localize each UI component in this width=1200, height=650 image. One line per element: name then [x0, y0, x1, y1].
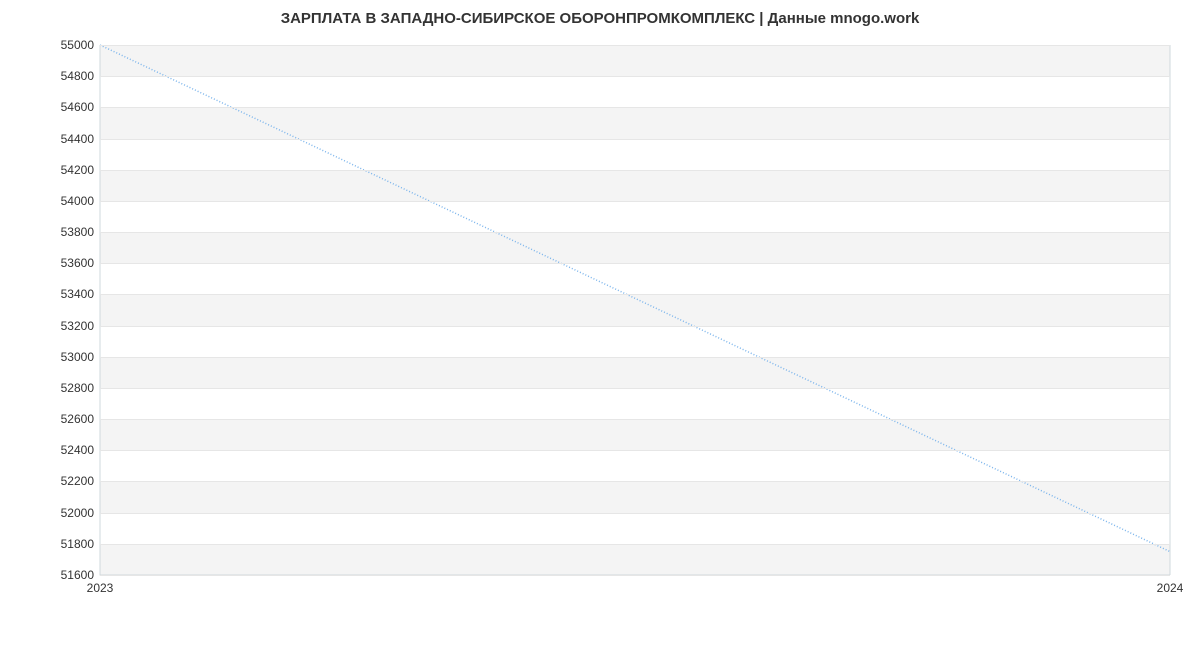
y-tick-label: 52000: [61, 506, 100, 520]
y-gridline: [100, 450, 1170, 451]
y-gridline: [100, 170, 1170, 171]
y-tick-label: 54000: [61, 194, 100, 208]
y-gridline: [100, 107, 1170, 108]
y-gridline: [100, 201, 1170, 202]
plot-area: 5160051800520005220052400526005280053000…: [100, 45, 1170, 575]
y-tick-label: 53200: [61, 319, 100, 333]
y-gridline: [100, 419, 1170, 420]
y-tick-label: 52400: [61, 443, 100, 457]
y-gridline: [100, 263, 1170, 264]
y-gridline: [100, 575, 1170, 576]
y-gridline: [100, 232, 1170, 233]
y-tick-label: 54400: [61, 132, 100, 146]
y-tick-label: 51800: [61, 537, 100, 551]
y-gridline: [100, 388, 1170, 389]
chart-title: ЗАРПЛАТА В ЗАПАДНО-СИБИРСКОЕ ОБОРОНПРОМК…: [0, 10, 1200, 27]
y-tick-label: 53600: [61, 256, 100, 270]
y-tick-label: 52800: [61, 381, 100, 395]
y-gridline: [100, 45, 1170, 46]
salary-line-chart: ЗАРПЛАТА В ЗАПАДНО-СИБИРСКОЕ ОБОРОНПРОМК…: [0, 0, 1200, 650]
y-gridline: [100, 481, 1170, 482]
y-gridline: [100, 76, 1170, 77]
y-gridline: [100, 139, 1170, 140]
y-gridline: [100, 513, 1170, 514]
series-line-salary: [100, 45, 1170, 552]
y-gridline: [100, 357, 1170, 358]
y-tick-label: 52600: [61, 412, 100, 426]
y-tick-label: 53800: [61, 225, 100, 239]
x-tick-label: 2023: [87, 575, 114, 595]
y-gridline: [100, 326, 1170, 327]
line-layer: [100, 45, 1170, 575]
y-tick-label: 55000: [61, 38, 100, 52]
y-gridline: [100, 294, 1170, 295]
y-tick-label: 54800: [61, 69, 100, 83]
y-gridline: [100, 544, 1170, 545]
y-tick-label: 54600: [61, 100, 100, 114]
axis-lines: [100, 45, 1170, 575]
y-tick-label: 52200: [61, 474, 100, 488]
y-tick-label: 53400: [61, 287, 100, 301]
x-tick-label: 2024: [1157, 575, 1184, 595]
y-tick-label: 53000: [61, 350, 100, 364]
y-tick-label: 54200: [61, 163, 100, 177]
